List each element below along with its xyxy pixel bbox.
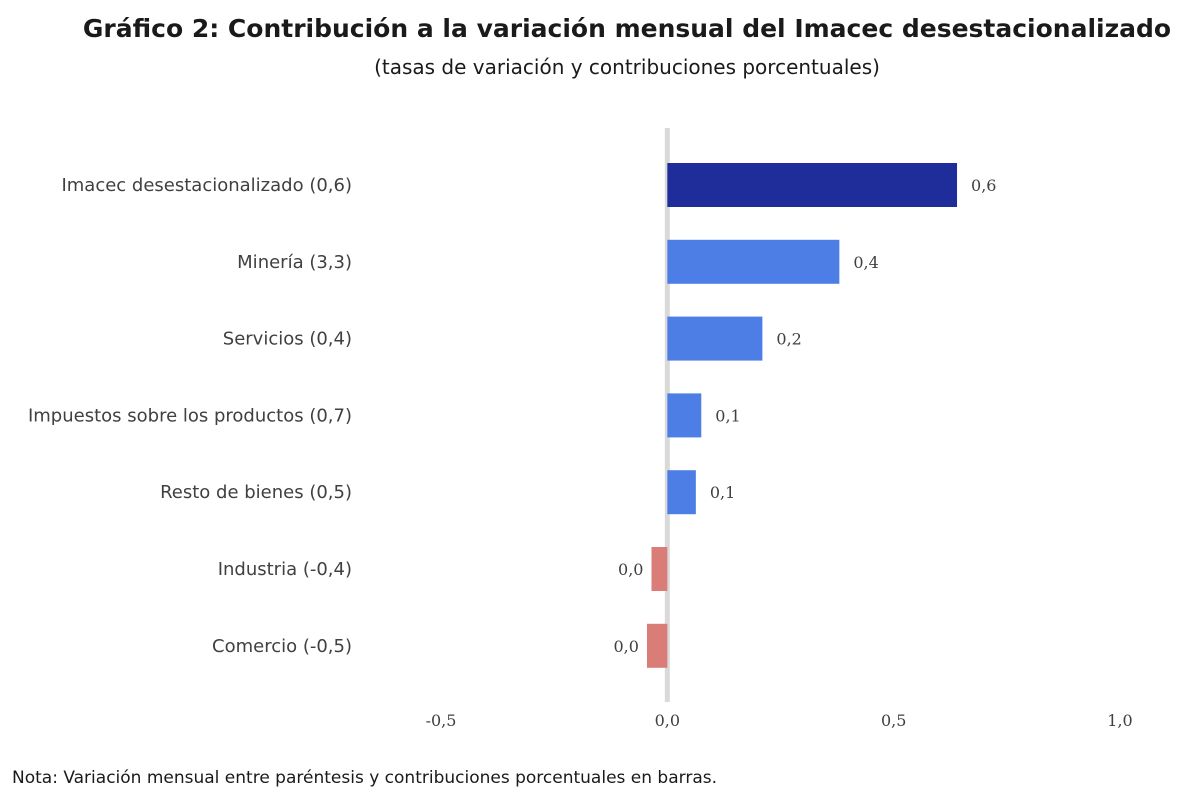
category-label: Minería (3,3): [237, 252, 352, 273]
bar: [646, 623, 668, 668]
category-label: Servicios (0,4): [223, 329, 352, 350]
category-label: Impuestos sobre los productos (0,7): [28, 405, 352, 426]
x-tick-label: -0,5: [426, 711, 457, 730]
bar: [651, 547, 668, 591]
bar: [667, 316, 763, 361]
bar: [667, 393, 702, 438]
chart-subtitle: (tasas de variación y contribuciones por…: [374, 55, 880, 79]
value-label: 0,4: [853, 253, 878, 272]
value-label: 0,1: [715, 406, 740, 425]
category-label: Imacec desestacionalizado (0,6): [61, 175, 352, 196]
bar: [667, 163, 958, 207]
value-label: 0,0: [614, 637, 639, 656]
category-label: Comercio (-0,5): [212, 636, 352, 657]
bar-chart: Imacec desestacionalizado (0,6) 0,6 Minerí…: [28, 128, 1133, 730]
category-label: Resto de bienes (0,5): [160, 482, 352, 503]
bar: [667, 239, 840, 284]
chart-title: Gráfico 2: Contribución a la variación m…: [82, 14, 1172, 43]
category-label: Industria (-0,4): [218, 559, 352, 580]
chart-note: Nota: Variación mensual entre paréntesis…: [12, 768, 717, 788]
value-label: 0,6: [971, 176, 996, 195]
value-label: 0,1: [710, 483, 735, 502]
bar: [667, 470, 696, 515]
x-tick-label: 0,5: [881, 711, 906, 730]
value-label: 0,2: [776, 330, 801, 349]
x-tick-label: 1,0: [1107, 711, 1132, 730]
x-tick-label: 0,0: [655, 711, 680, 730]
value-label: 0,0: [618, 560, 643, 579]
